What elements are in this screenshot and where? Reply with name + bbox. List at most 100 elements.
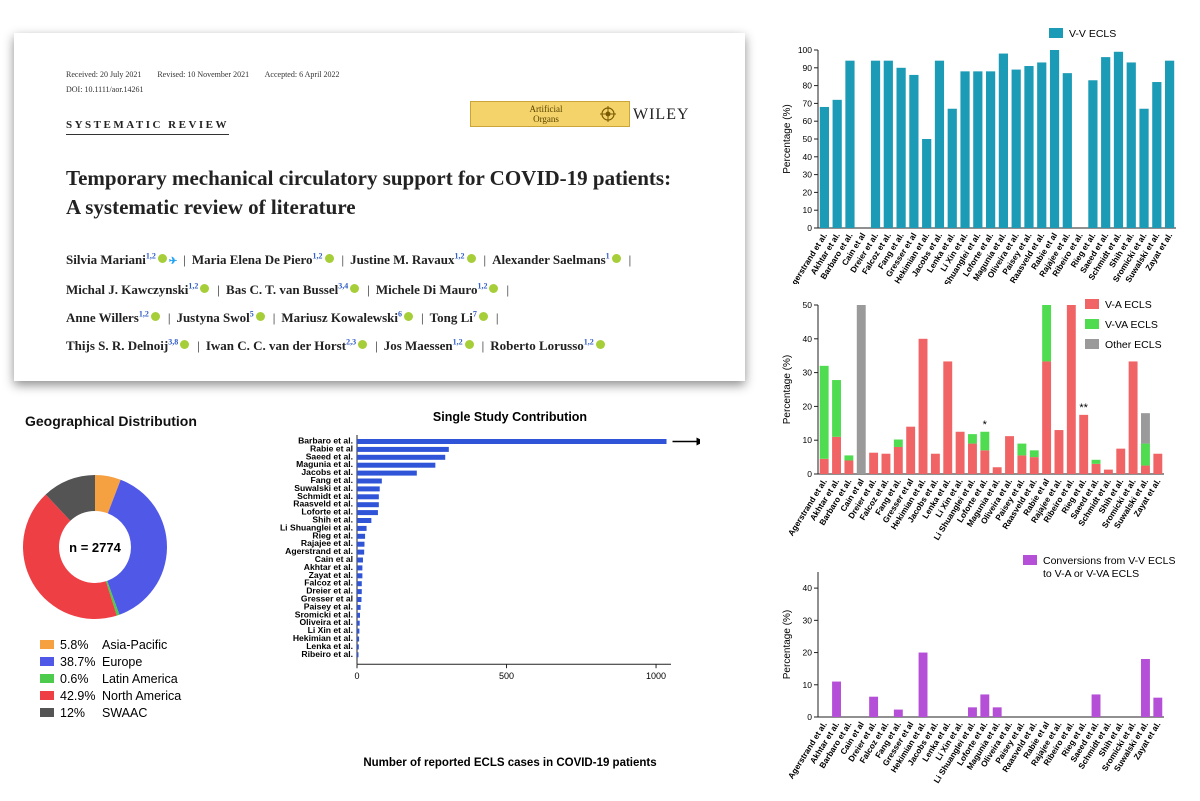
author[interactable]: Michal J. Kawczynski1,2 xyxy=(66,282,211,297)
journal-name-line1: Artificial xyxy=(529,104,563,114)
orcid-icon[interactable] xyxy=(404,311,414,321)
author-name: Silvia Mariani xyxy=(66,252,146,268)
author[interactable]: Anne Willers1,2 xyxy=(66,310,162,325)
category-label: Rabie et al xyxy=(310,443,353,453)
orcid-icon[interactable] xyxy=(200,284,210,294)
bar xyxy=(1062,73,1072,228)
bar xyxy=(1113,51,1124,228)
y-tick-label: 30 xyxy=(803,170,813,180)
author-name: Michele Di Mauro xyxy=(375,282,478,298)
author[interactable]: Iwan C. C. van der Horst2,3 xyxy=(205,337,369,353)
author[interactable]: Alexander Saelmans1 xyxy=(492,252,623,267)
bar xyxy=(357,470,417,476)
publisher-logo: WILEY xyxy=(633,106,690,123)
orcid-icon[interactable] xyxy=(150,311,160,321)
orcid-icon[interactable] xyxy=(180,339,190,349)
author-separator: | xyxy=(375,337,378,353)
bar xyxy=(856,305,866,474)
bar xyxy=(1049,50,1060,228)
bar xyxy=(357,612,360,618)
author[interactable]: Jos Maessen1,2 xyxy=(384,337,476,353)
author[interactable]: Silvia Mariani1,2 ✈ xyxy=(66,252,177,267)
legend-percent: 0.6% xyxy=(60,672,89,686)
category-label: Schmidt et al. xyxy=(297,491,353,501)
y-tick-label: 90 xyxy=(803,63,813,73)
author-affiliation: 1,2 xyxy=(188,281,199,291)
bar xyxy=(819,106,829,228)
bar xyxy=(918,652,928,717)
author[interactable]: Tong Li7 xyxy=(430,310,490,325)
author-affiliation: 1 xyxy=(605,252,610,261)
bar xyxy=(1153,697,1163,717)
orcid-icon[interactable] xyxy=(466,254,476,264)
legend-percent: 5.8% xyxy=(60,638,89,652)
orcid-icon[interactable] xyxy=(358,339,368,349)
author[interactable]: Bas C. T. van Bussel3,4 xyxy=(226,282,361,297)
author-separator: | xyxy=(506,282,510,298)
y-tick-label: 0 xyxy=(807,712,812,722)
y-tick-label: 10 xyxy=(803,680,813,690)
orcid-icon[interactable] xyxy=(595,339,605,349)
category-label: Li Shuanglei et al. xyxy=(280,522,353,532)
bar xyxy=(1017,443,1027,456)
y-tick-label: 80 xyxy=(803,81,813,91)
orcid-icon[interactable] xyxy=(489,284,499,294)
orcid-icon[interactable] xyxy=(464,339,474,349)
bar xyxy=(1128,361,1138,474)
author-affiliation: 2,3 xyxy=(346,337,357,347)
twitter-icon[interactable]: ✈ xyxy=(168,256,178,268)
bar xyxy=(357,446,449,452)
orcid-icon[interactable] xyxy=(255,311,265,321)
orcid-icon[interactable] xyxy=(350,284,360,294)
author[interactable]: Michele Di Mauro1,2 xyxy=(376,282,501,297)
bar xyxy=(955,431,965,474)
y-tick-label: 10 xyxy=(803,205,813,215)
author[interactable]: Justine M. Ravaux1,2 xyxy=(350,252,477,267)
author[interactable]: Maria Elena De Piero1,2 xyxy=(192,252,336,267)
bar xyxy=(357,604,361,610)
bar xyxy=(357,518,372,523)
bar xyxy=(968,434,977,444)
author[interactable]: Mariusz Kowalewski6 xyxy=(281,310,415,325)
bar xyxy=(943,361,953,474)
category-label: Rajajee et al. xyxy=(301,538,353,548)
author-name: Justyna Swol xyxy=(176,309,250,325)
y-axis-label: Percentage (%) xyxy=(782,610,793,679)
revised-date: Revised: 10 November 2021 xyxy=(157,70,250,79)
section-label: SYSTEMATIC REVIEW xyxy=(66,119,230,135)
category-label: Li Xin et al. xyxy=(308,625,353,635)
author-name: Iwan C. C. van der Horst xyxy=(205,337,347,353)
bar xyxy=(357,439,667,444)
bar xyxy=(1152,82,1162,228)
author-separator: | xyxy=(341,252,345,268)
bar xyxy=(1042,305,1052,362)
bar xyxy=(896,67,906,228)
orcid-icon[interactable] xyxy=(611,254,621,264)
author-affiliation: 5 xyxy=(249,309,254,319)
y-tick-label: 70 xyxy=(803,98,813,108)
author-affiliation: 1,2 xyxy=(452,337,463,347)
author[interactable]: Justyna Swol5 xyxy=(176,310,266,325)
y-axis-label: Percentage (%) xyxy=(782,355,793,424)
significance-marker: ** xyxy=(1079,402,1088,414)
author-separator: | xyxy=(483,252,487,268)
bar xyxy=(357,462,436,468)
bar xyxy=(844,455,854,461)
legend-percent: 38.7% xyxy=(60,655,95,669)
author[interactable]: Roberto Lorusso1,2 xyxy=(490,337,607,353)
x-tick-label: 1000 xyxy=(646,671,666,681)
author-affiliation: 6 xyxy=(398,309,403,319)
bar xyxy=(1101,57,1111,229)
author-affiliation: 3,8 xyxy=(168,337,179,347)
journal-emblem-icon xyxy=(600,106,616,122)
paper-header-card: Received: 20 July 2021 Revised: 10 Novem… xyxy=(14,33,745,381)
author[interactable]: Thijs S. R. Delnoij3,8 xyxy=(66,337,191,353)
orcid-icon[interactable] xyxy=(157,254,167,264)
bar xyxy=(934,60,945,229)
orcid-icon[interactable] xyxy=(478,311,488,321)
bar xyxy=(1091,459,1101,464)
orcid-icon[interactable] xyxy=(324,254,334,264)
pie-slice-latin-america xyxy=(105,580,120,616)
legend-swatch xyxy=(1023,555,1037,565)
author-list: Silvia Mariani1,2 ✈ | Maria Elena De Piero1… xyxy=(66,245,726,358)
